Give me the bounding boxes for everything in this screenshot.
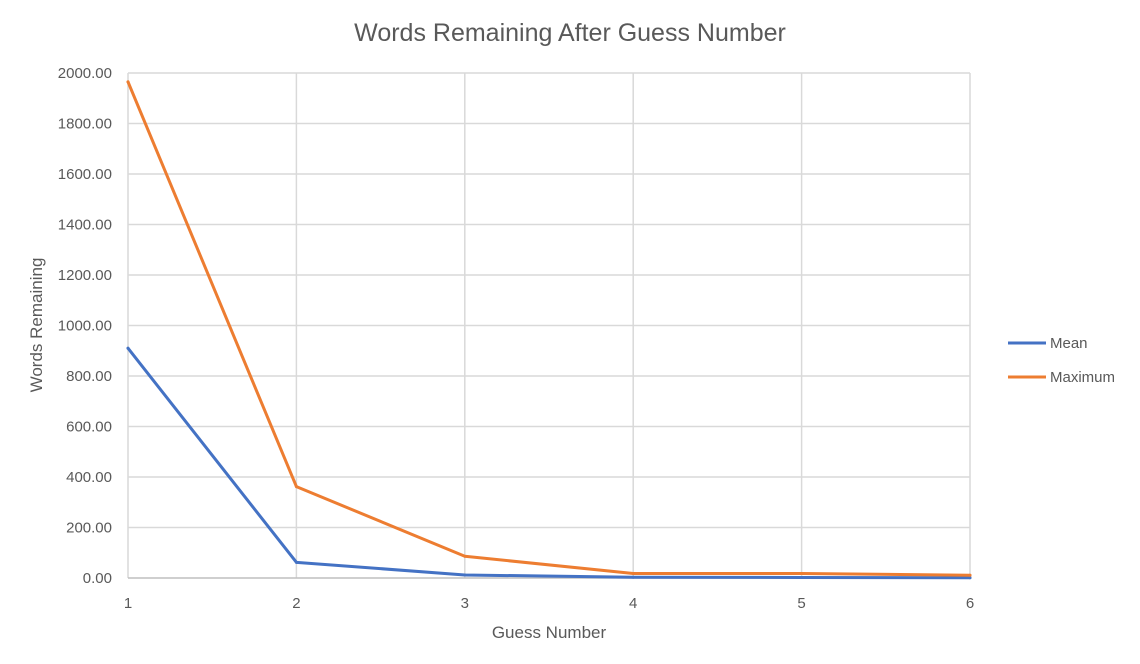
y-tick-label: 1800.00 bbox=[58, 116, 112, 133]
x-tick-label: 5 bbox=[797, 595, 805, 612]
legend-item-maximum: Maximum bbox=[1008, 369, 1115, 386]
y-axis-label: Words Remaining bbox=[27, 258, 46, 393]
legend: Mean Maximum bbox=[1008, 335, 1115, 386]
tick-labels: 0.00 200.00 400.00 600.00 800.00 1000.00 1200.… bbox=[58, 65, 974, 612]
data-point-mean bbox=[800, 575, 804, 579]
y-tick-label: 1400.00 bbox=[58, 217, 112, 234]
y-tick-label: 1600.00 bbox=[58, 166, 112, 183]
y-tick-label: 1000.00 bbox=[58, 318, 112, 335]
legend-label: Maximum bbox=[1050, 369, 1115, 386]
legend-label: Mean bbox=[1050, 335, 1088, 352]
y-tick-label: 2000.00 bbox=[58, 65, 112, 82]
data-point-mean bbox=[968, 576, 972, 580]
y-tick-label: 1200.00 bbox=[58, 267, 112, 284]
y-tick-label: 0.00 bbox=[83, 570, 112, 587]
data-point-maximum bbox=[126, 80, 130, 84]
x-tick-label: 6 bbox=[966, 595, 974, 612]
x-axis-label: Guess Number bbox=[492, 623, 607, 642]
x-tick-label: 1 bbox=[124, 595, 132, 612]
data-point-mean bbox=[631, 575, 635, 579]
y-tick-label: 800.00 bbox=[66, 368, 112, 385]
chart-title: Words Remaining After Guess Number bbox=[354, 19, 786, 47]
data-point-maximum bbox=[800, 571, 804, 575]
x-tick-label: 4 bbox=[629, 595, 637, 612]
data-point-mean bbox=[463, 573, 467, 577]
series-line-mean bbox=[126, 346, 972, 580]
y-tick-label: 600.00 bbox=[66, 419, 112, 436]
data-point-maximum bbox=[294, 485, 298, 489]
y-tick-label: 200.00 bbox=[66, 520, 112, 537]
y-tick-label: 400.00 bbox=[66, 469, 112, 486]
series-line-maximum bbox=[126, 80, 972, 577]
data-point-mean bbox=[126, 346, 130, 350]
x-tick-label: 2 bbox=[292, 595, 300, 612]
data-point-mean bbox=[294, 560, 298, 564]
data-point-maximum bbox=[631, 571, 635, 575]
data-point-maximum bbox=[463, 554, 467, 558]
legend-item-mean: Mean bbox=[1008, 335, 1088, 352]
x-tick-label: 3 bbox=[461, 595, 469, 612]
grid bbox=[127, 72, 971, 578]
series-lines bbox=[126, 80, 972, 580]
data-point-maximum bbox=[968, 573, 972, 577]
